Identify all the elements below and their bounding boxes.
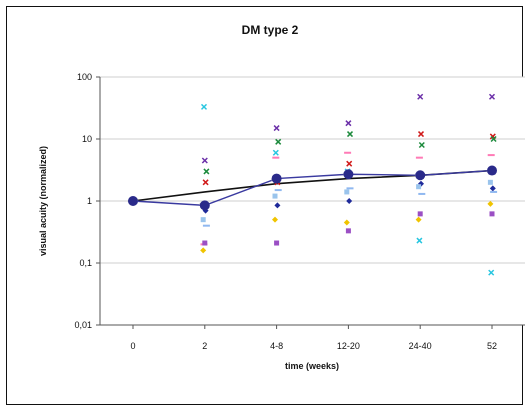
point-s7-1 xyxy=(202,240,208,246)
data-points xyxy=(127,93,498,276)
point-s6-2 xyxy=(272,156,280,159)
point-s11-3 xyxy=(343,169,354,180)
point-s4-2 xyxy=(275,138,282,145)
point-s5-1 xyxy=(200,247,207,254)
point-s3-5-b xyxy=(489,133,496,140)
series-line-11 xyxy=(132,169,493,207)
y-tick-labels: 0,01 0,1 1 10 100 xyxy=(74,72,92,330)
point-s11-1 xyxy=(199,200,210,211)
point-s3-1 xyxy=(202,179,209,186)
point-s10-1 xyxy=(200,217,206,223)
x-tick-label-5: 52 xyxy=(487,341,497,351)
point-s5-3 xyxy=(343,219,350,226)
point-s2-4 xyxy=(417,93,424,100)
point-s4-1 xyxy=(203,168,210,175)
point-s4-3-b xyxy=(346,131,354,138)
point-s4-5 xyxy=(490,135,497,143)
point-s6-4 xyxy=(415,156,423,159)
x-tick-label-0: 0 xyxy=(130,341,135,351)
point-s9-5 xyxy=(490,190,498,193)
point-s4-5-b xyxy=(490,135,497,143)
point-s7-5 xyxy=(489,211,495,217)
point-s11-5 xyxy=(487,165,497,176)
point-s3-3-b xyxy=(346,160,353,167)
point-s7-3 xyxy=(345,228,351,234)
point-s1-2 xyxy=(272,149,279,156)
y-tick-label-0: 0,01 xyxy=(74,320,92,330)
x-axis-label: time (weeks) xyxy=(285,361,339,371)
point-s1-4-b xyxy=(416,237,423,244)
point-s2-5 xyxy=(488,93,496,100)
point-s1-1-b xyxy=(200,103,208,110)
point-s10-2 xyxy=(272,193,278,199)
point-s1-5-b xyxy=(488,269,495,276)
point-s8-2 xyxy=(274,202,281,209)
point-s2-2 xyxy=(273,125,280,132)
point-s6-5 xyxy=(487,154,495,157)
point-s1-1 xyxy=(200,103,208,110)
y-tick-label-2: 1 xyxy=(87,196,92,206)
point-s2-3-b xyxy=(345,120,352,127)
point-s10-5 xyxy=(487,179,493,185)
point-s3-4-b xyxy=(417,131,425,138)
y-tick-label-4: 100 xyxy=(77,72,92,82)
point-s10-4 xyxy=(416,184,422,190)
point-s11-4 xyxy=(415,170,426,181)
grid-lines xyxy=(100,76,525,264)
point-s2-3 xyxy=(345,120,352,127)
point-s5-2 xyxy=(272,216,278,223)
point-s1-5 xyxy=(488,269,495,276)
point-s9-4 xyxy=(418,192,426,195)
point-s5-4 xyxy=(415,216,422,223)
point-s1-4 xyxy=(416,237,423,244)
point-s5-5 xyxy=(487,200,494,207)
point-s4-2-b xyxy=(275,138,282,145)
x-tick-label-1: 2 xyxy=(202,341,207,351)
point-s6-3 xyxy=(344,151,352,154)
point-s2-2-b xyxy=(273,125,280,132)
x-tick-labels: 0 2 4-8 12-20 24-40 52 xyxy=(130,341,497,351)
point-s2-1-b xyxy=(201,157,208,164)
point-s11-2 xyxy=(271,173,282,184)
y-axis-label: visual acuity (normalized) xyxy=(38,146,48,256)
point-s7-4 xyxy=(417,211,423,217)
point-s9-2 xyxy=(274,189,282,192)
x-tick-label-4: 24-40 xyxy=(409,341,432,351)
point-s1-2-b xyxy=(272,149,279,156)
x-tick-label-2: 4-8 xyxy=(270,341,283,351)
point-s9-3 xyxy=(346,187,354,190)
x-tick-label-3: 12-20 xyxy=(337,341,360,351)
axes xyxy=(96,76,525,329)
point-s4-3 xyxy=(346,131,354,138)
chart-title: DM type 2 xyxy=(242,23,299,37)
point-s7-2 xyxy=(274,240,280,246)
series-lines xyxy=(132,169,493,207)
point-s4-4 xyxy=(418,141,425,149)
point-s8-5 xyxy=(489,185,496,192)
point-s2-4-b xyxy=(417,93,424,100)
point-s2-5-b xyxy=(488,93,496,100)
point-s9-1 xyxy=(202,224,210,227)
point-s4-4-b xyxy=(418,141,425,149)
point-s2-1 xyxy=(201,157,208,164)
point-s3-1-b xyxy=(202,179,209,186)
point-s4-1-b xyxy=(203,168,210,175)
y-tick-label-3: 10 xyxy=(82,134,92,144)
y-tick-label-1: 0,1 xyxy=(79,258,92,268)
point-s3-3 xyxy=(346,160,353,167)
point-s10-3 xyxy=(344,189,350,195)
point-s8-3 xyxy=(346,198,353,204)
point-s11-0 xyxy=(128,196,138,206)
point-s3-4 xyxy=(417,131,425,138)
